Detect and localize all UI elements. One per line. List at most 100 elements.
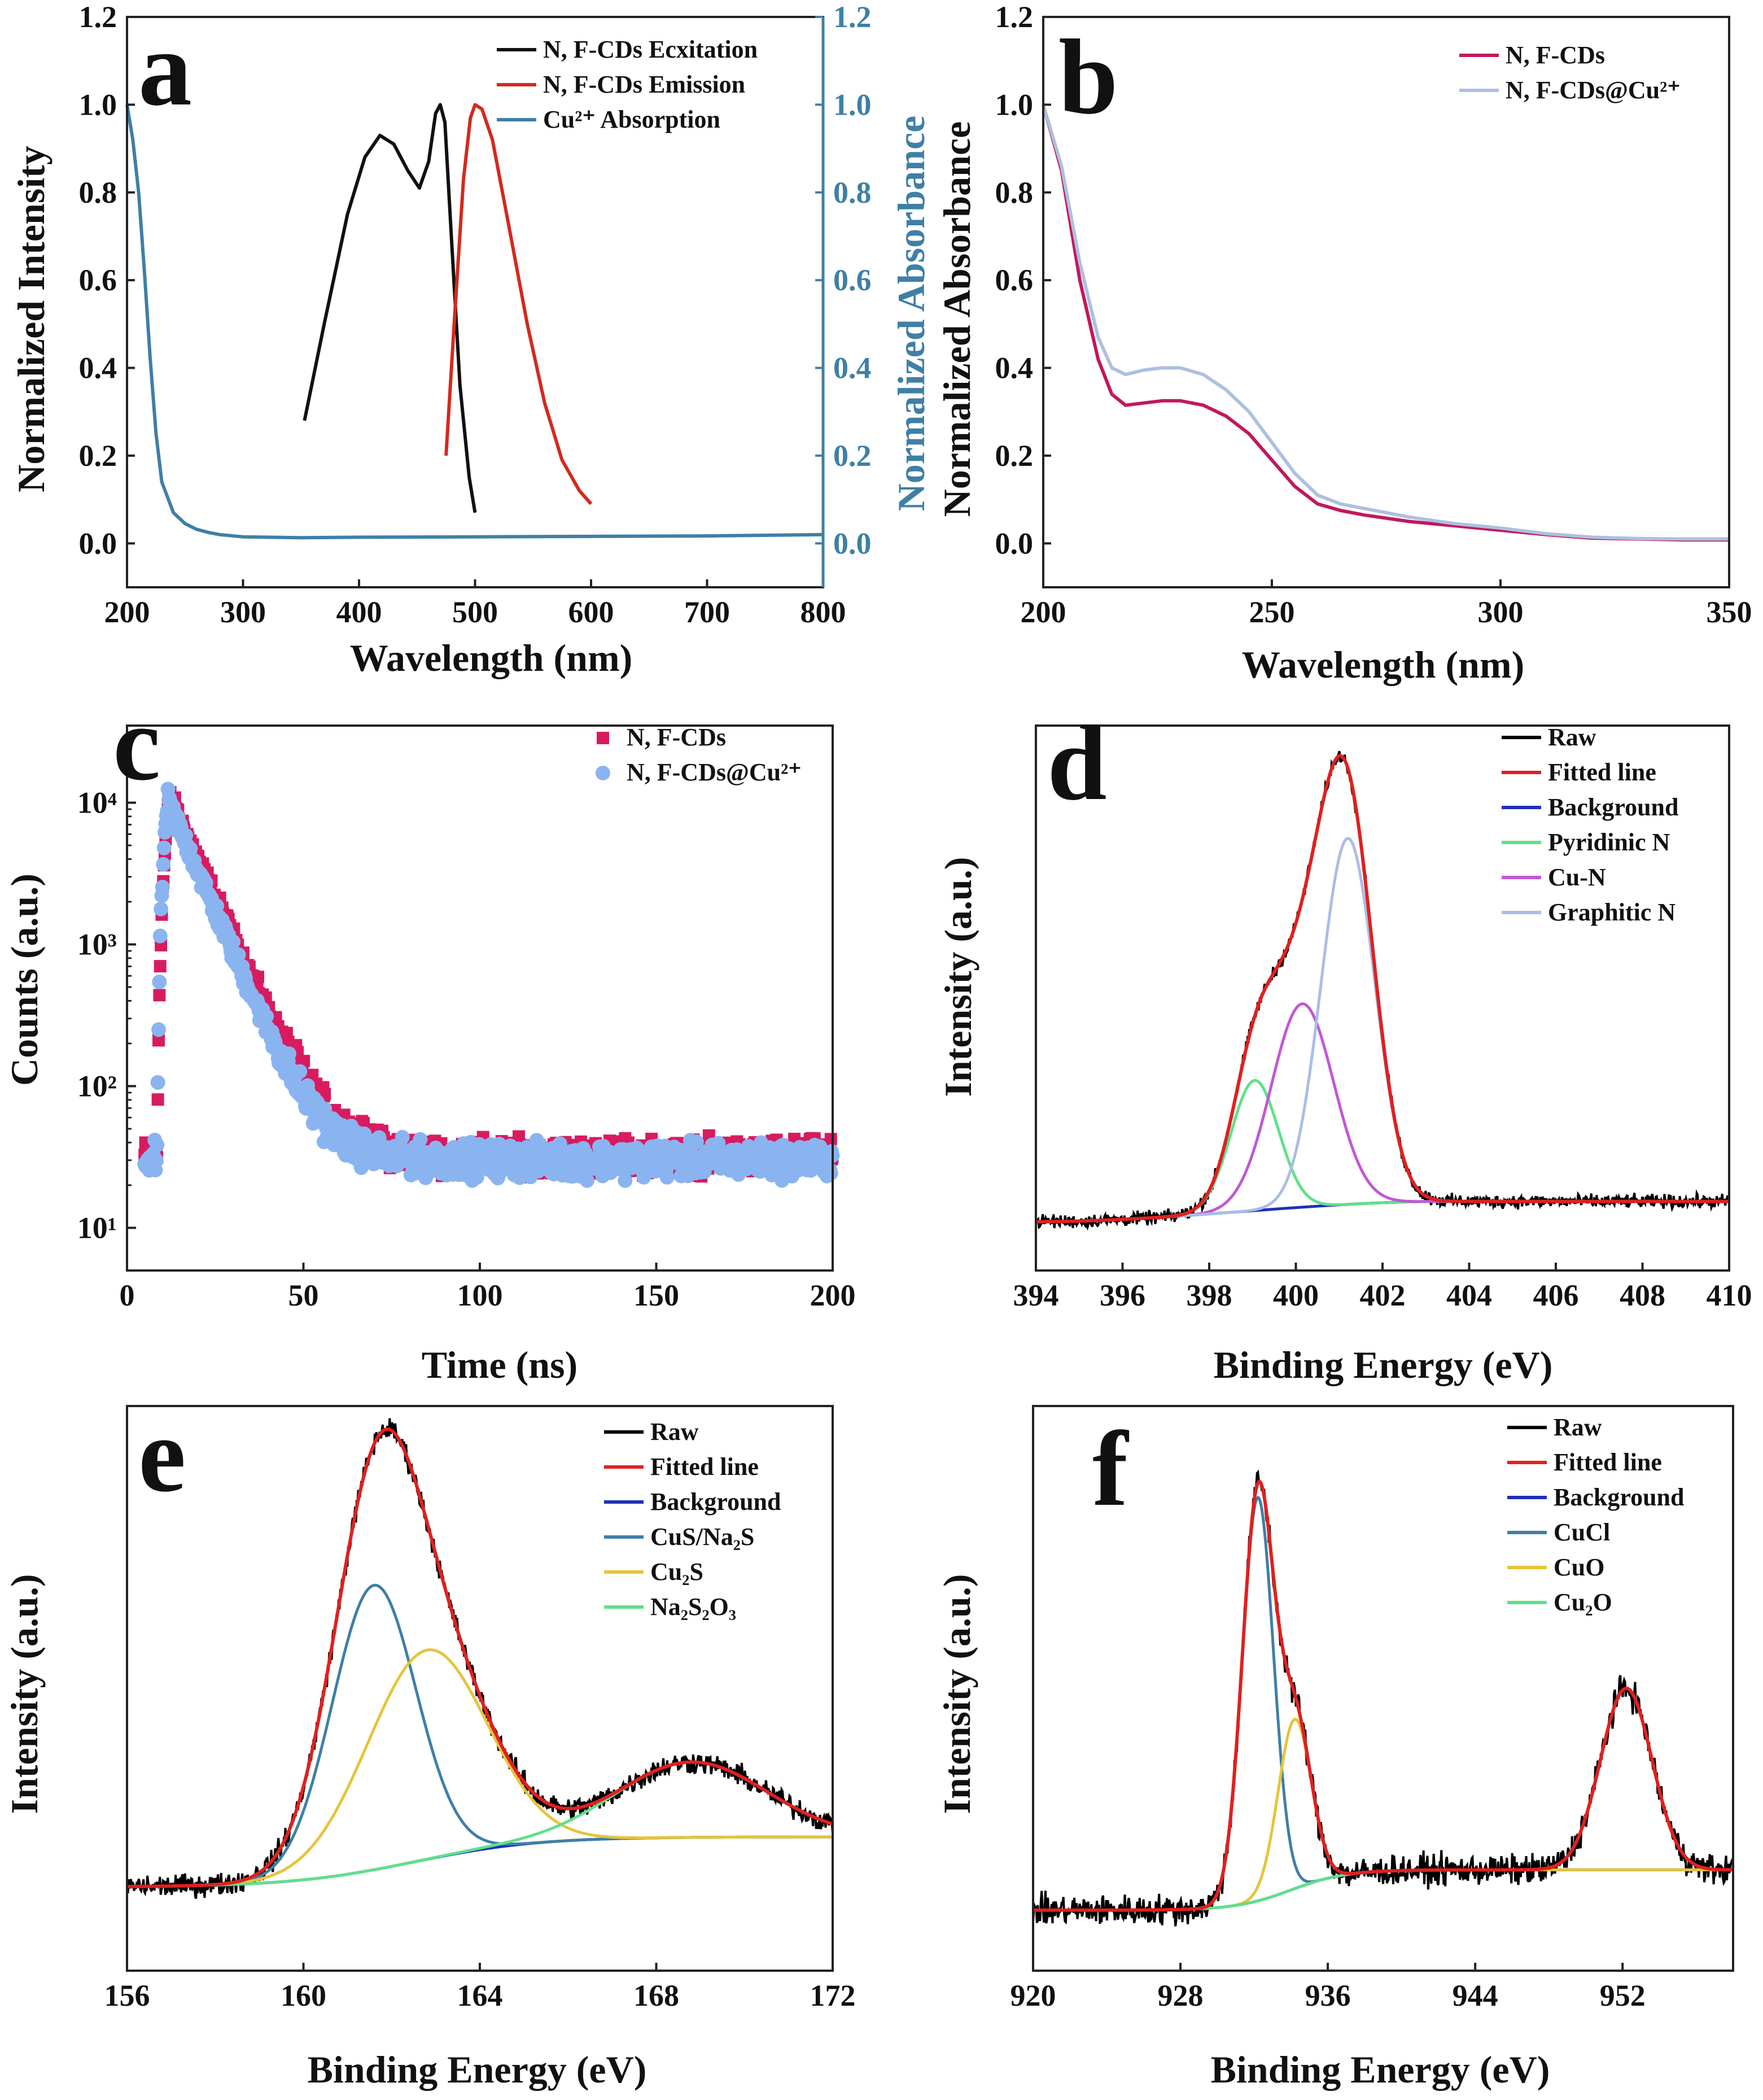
panel-c-legend-marker [597, 732, 609, 744]
panel-a-y2-tick-label: 1.0 [833, 88, 872, 121]
panel-c-point [618, 1173, 633, 1188]
panel-f-legend-label: Fitted line [1554, 1448, 1662, 1476]
panel-c-point [150, 1137, 165, 1152]
panel-d-raw-line [1035, 750, 1730, 1231]
panel-a-y2-tick-label: 0.0 [833, 526, 872, 560]
panel-e-x-tick-label: 164 [457, 1979, 503, 2012]
panel-c-point [155, 880, 170, 895]
panel-f-ylabel: Intensity (a.u.) [935, 1574, 978, 1814]
panel-d-x-tick-label: 408 [1620, 1278, 1665, 1312]
panel-d-x-tick-label: 406 [1533, 1278, 1579, 1312]
panel-e-component-line-1 [127, 1648, 833, 1888]
panel-a-y-tick-label: 0.2 [79, 439, 117, 473]
panel-e-x-tick-label: 156 [104, 1979, 150, 2012]
panel-c-y-tick-label: 10² [77, 1069, 117, 1103]
panel-a-legend-label: N, F-CDs Ecxitation [543, 36, 758, 63]
panel-f-x-tick-label: 920 [1010, 1979, 1056, 2012]
panel-d: Binding Energy (eV) Intensity (a.u.) 394… [937, 704, 1752, 1386]
panel-c-point [413, 1132, 428, 1147]
panel-d-x-tick-label: 402 [1360, 1278, 1406, 1312]
panel-a-y2-tick-label: 0.4 [833, 351, 872, 385]
panel-c-x-tick-label: 0 [120, 1278, 135, 1312]
panel-a-y2-tick-label: 0.2 [833, 439, 872, 473]
panel-e-component-line-2 [127, 1761, 833, 1888]
panel-a-y2-tick-label: 1.2 [833, 0, 872, 34]
panel-c-y-tick-label: 10⁴ [77, 786, 117, 820]
panel-b-y-tick-label: 0.2 [995, 439, 1034, 473]
panel-e-xlabel: Binding Energy (eV) [308, 2048, 647, 2091]
panel-c-point [395, 1130, 410, 1145]
panel-f-xlabel: Binding Energy (eV) [1211, 2048, 1550, 2091]
panel-d-legend-label: Pyridinic N [1548, 828, 1670, 856]
panel-c-point [231, 947, 246, 962]
panel-c: Time (ns) Counts (a.u.) 0 50 100 150 200 10¹ 1… [3, 684, 856, 1386]
panel-c-x-tick-label: 50 [288, 1278, 319, 1312]
panel-f-raw-line [1032, 1469, 1734, 1927]
panel-c-point [148, 1152, 164, 1168]
panel-e: Binding Energy (eV) Intensity (a.u.) 156… [3, 1396, 856, 2091]
panel-c-point [469, 1169, 484, 1185]
panel-d-ylabel: Intensity (a.u.) [937, 857, 979, 1097]
panel-a: Wavelength (nm) Normalized Intensity Nor… [10, 0, 933, 679]
panel-c-ylabel: Counts (a.u.) [3, 874, 46, 1086]
panel-a-x-tick-label: 400 [336, 595, 382, 629]
panel-f-legend-label: Raw [1554, 1413, 1602, 1441]
panel-e-legend-label: Fitted line [650, 1453, 759, 1481]
panel-e-legend-label: CuS/Na₂S [650, 1523, 754, 1551]
panel-d-x-tick-label: 410 [1707, 1278, 1752, 1312]
panel-c-point [659, 1169, 675, 1185]
panel-c-plot-frame [126, 724, 834, 1272]
panel-a-x-tick-label: 700 [684, 595, 730, 629]
panel-b-x-tick-label: 350 [1707, 595, 1752, 629]
panel-c-point [823, 1165, 838, 1181]
panel-a-y-tick-label: 0.0 [79, 526, 117, 560]
panel-f-x-tick-label: 944 [1453, 1979, 1498, 2012]
panel-e-fitted-line [127, 1427, 834, 1888]
panel-a-x-tick-label: 200 [104, 595, 150, 629]
panel-c-legend-label: N, F-CDs@Cu²⁺ [627, 758, 802, 786]
panel-c-y-tick-label: 10³ [77, 928, 117, 962]
panel-d-fitted-line [1036, 754, 1729, 1224]
panel-c-point [152, 1034, 165, 1047]
panel-f-x-tick-label: 936 [1305, 1979, 1351, 2012]
panel-a-y-tick-label: 1.2 [79, 0, 117, 34]
panel-a-series-line-0 [303, 103, 477, 513]
panel-b-xlabel: Wavelength (nm) [1242, 643, 1525, 686]
panel-c-point [824, 1133, 837, 1146]
panel-d-x-tick-label: 394 [1013, 1278, 1059, 1312]
panel-a-y-tick-label: 0.8 [79, 176, 117, 209]
panel-f-x-tick-label: 952 [1600, 1979, 1646, 2012]
panel-a-letter: a [138, 10, 192, 128]
panel-c-point [226, 934, 240, 949]
panel-d-legend-label: Graphitic N [1548, 898, 1675, 926]
panel-b-y-tick-label: 1.0 [995, 88, 1034, 121]
panel-f-legend-label: Background [1554, 1483, 1685, 1511]
panel-a-y2-tick-label: 0.6 [833, 263, 872, 297]
panel-b-letter: b [1058, 18, 1118, 137]
panel-c-series-1 [137, 782, 840, 1188]
panel-a-plot-frame [126, 16, 824, 588]
panel-e-ylabel: Intensity (a.u.) [3, 1574, 46, 1814]
panel-e-legend-label: Background [650, 1488, 781, 1516]
panel-c-x-tick-label: 100 [457, 1278, 503, 1312]
panel-a-legend-label: Cu²⁺ Absorption [543, 106, 720, 133]
panel-e-x-tick-label: 172 [810, 1979, 856, 2012]
panel-c-point [689, 1134, 704, 1150]
panel-e-legend-label: Cu₂S [650, 1558, 703, 1586]
panel-f-plot-frame [1032, 1405, 1734, 1972]
panel-c-legend-label: N, F-CDs [627, 723, 726, 751]
panel-b-plot-frame [1042, 16, 1730, 588]
panel-f-x-tick-label: 928 [1158, 1979, 1204, 2012]
panel-c-xlabel: Time (ns) [422, 1343, 578, 1386]
panel-c-point [154, 901, 169, 916]
panel-a-x-tick-label: 800 [800, 595, 846, 629]
panel-a-ylabel: Normalized Intensity [10, 146, 53, 492]
panel-f: Binding Energy (eV) Intensity (a.u.) 920… [935, 1405, 1734, 2091]
panel-d-legend-label: Raw [1548, 723, 1596, 751]
panel-b-y-tick-label: 0.0 [995, 526, 1034, 560]
panel-c-point [152, 928, 168, 944]
panel-d-x-tick-label: 398 [1187, 1278, 1232, 1312]
panel-e-letter: e [138, 1396, 186, 1514]
panel-b-legend-label: N, F-CDs [1506, 41, 1605, 69]
